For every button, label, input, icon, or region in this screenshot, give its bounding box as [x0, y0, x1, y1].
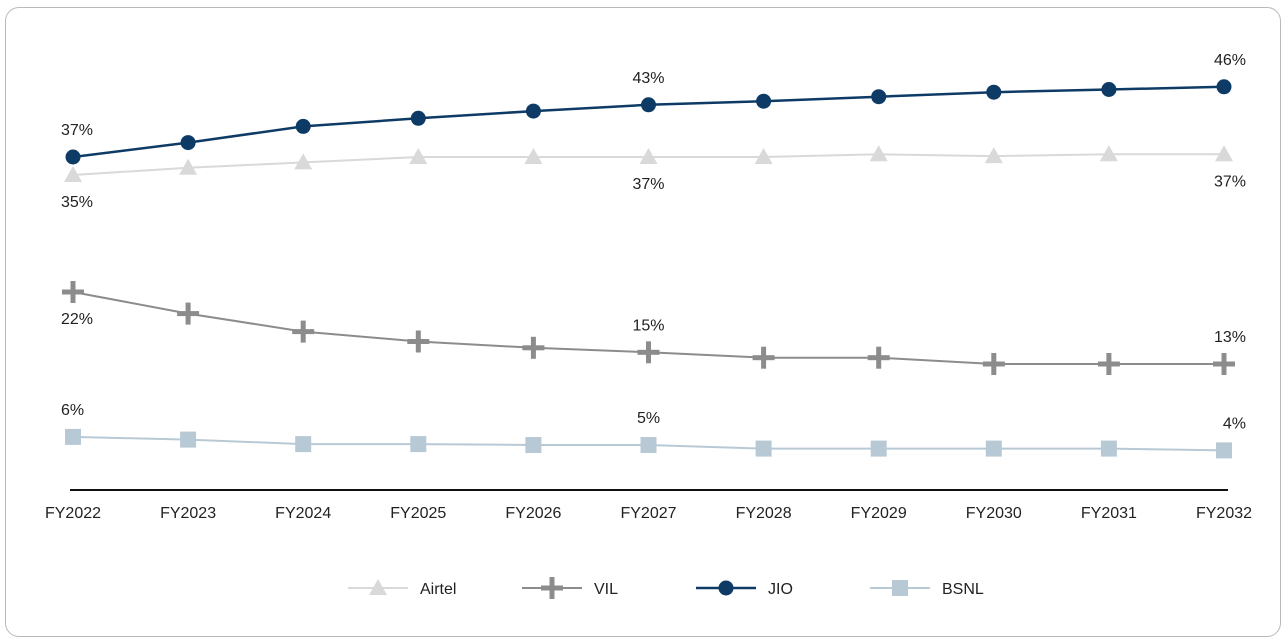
data-label: 37%: [1214, 173, 1246, 190]
series-layer: [62, 79, 1235, 459]
data-label: 22%: [61, 311, 93, 328]
x-tick-label: FY2024: [275, 505, 331, 522]
legend-item-bsnl: BSNL: [870, 580, 984, 598]
data-point: [985, 440, 1002, 457]
data-point: [64, 166, 82, 182]
data-point: [986, 84, 1002, 100]
data-point: [871, 89, 887, 105]
series-jio: [65, 79, 1232, 165]
legend-label: VIL: [594, 581, 618, 598]
data-point: [869, 145, 888, 162]
legend-label: Airtel: [420, 581, 456, 598]
data-point: [1097, 353, 1120, 375]
x-tick-label: FY2027: [620, 505, 676, 522]
data-point: [65, 428, 81, 445]
data-point: [410, 110, 426, 126]
data-label: 4%: [1223, 415, 1246, 432]
data-point: [1216, 442, 1232, 459]
data-point: [755, 440, 772, 457]
data-point: [982, 353, 1005, 375]
data-point: [177, 302, 200, 325]
data-point: [641, 97, 656, 113]
legend-marker: [892, 580, 908, 596]
data-point: [410, 436, 427, 453]
data-point: [294, 153, 313, 170]
data-point: [1213, 353, 1235, 375]
data-point: [1099, 145, 1118, 162]
x-tick-label: FY2029: [851, 505, 907, 522]
legend-marker: [369, 579, 387, 595]
data-point: [1101, 82, 1117, 97]
legend-label: BSNL: [942, 581, 984, 598]
data-point: [639, 148, 658, 164]
x-tick-label: FY2030: [966, 505, 1022, 522]
data-point: [180, 135, 196, 151]
series-vil: [62, 281, 1235, 375]
data-label: 5%: [637, 410, 660, 427]
data-label: 6%: [61, 402, 84, 419]
data-point: [295, 118, 311, 134]
legend-marker: [541, 577, 563, 599]
data-labels: 35% 37% 37% 22% 15% 13% 37% 43% 46% 6% 5% 4%: [61, 52, 1246, 433]
data-point: [524, 148, 543, 164]
x-tick-label: FY2023: [160, 505, 216, 522]
legend-marker: [718, 580, 734, 596]
x-tick-label: FY2022: [45, 505, 101, 522]
data-point: [407, 330, 430, 353]
legend-item-vil: VIL: [522, 577, 618, 599]
x-tick-label: FY2031: [1081, 505, 1137, 522]
data-point: [640, 437, 657, 453]
data-point: [984, 147, 1003, 164]
x-axis: FY2022 FY2023 FY2024 FY2025 FY2026 FY2027 FY20…: [45, 489, 1252, 522]
data-point: [870, 440, 887, 457]
data-point: [62, 281, 84, 303]
data-point: [752, 346, 775, 369]
data-point: [525, 103, 541, 119]
x-tick-label: FY2025: [390, 505, 446, 522]
series-bsnl: [65, 428, 1232, 459]
data-point: [295, 436, 312, 453]
data-label: 46%: [1214, 52, 1246, 69]
data-point: [1216, 79, 1232, 95]
data-point: [180, 431, 197, 448]
data-point: [65, 149, 81, 165]
data-label: 37%: [61, 122, 93, 139]
data-point: [522, 336, 545, 359]
data-point: [754, 148, 773, 164]
data-point: [637, 341, 660, 364]
data-label: 35%: [61, 194, 93, 211]
x-tick-label: FY2028: [736, 505, 792, 522]
data-point: [179, 158, 198, 175]
legend-item-airtel: Airtel: [348, 579, 456, 598]
data-label: 15%: [632, 317, 664, 334]
legend-item-jio: JIO: [696, 580, 793, 598]
data-point: [1100, 440, 1117, 457]
x-tick-label: FY2026: [505, 505, 561, 522]
data-point: [867, 346, 890, 369]
x-tick-label: FY2032: [1196, 505, 1252, 522]
data-point: [756, 93, 772, 109]
series-airtel: [64, 145, 1233, 182]
data-label: 13%: [1214, 329, 1246, 346]
data-label: 43%: [632, 70, 664, 87]
data-label: 37%: [632, 176, 664, 193]
data-point: [292, 320, 315, 343]
legend: Airtel VIL JIO BSNL: [348, 577, 984, 599]
data-point: [409, 148, 428, 164]
data-point: [1215, 145, 1233, 162]
chart-frame: [5, 7, 1281, 637]
data-point: [525, 437, 542, 453]
legend-label: JIO: [768, 581, 793, 598]
